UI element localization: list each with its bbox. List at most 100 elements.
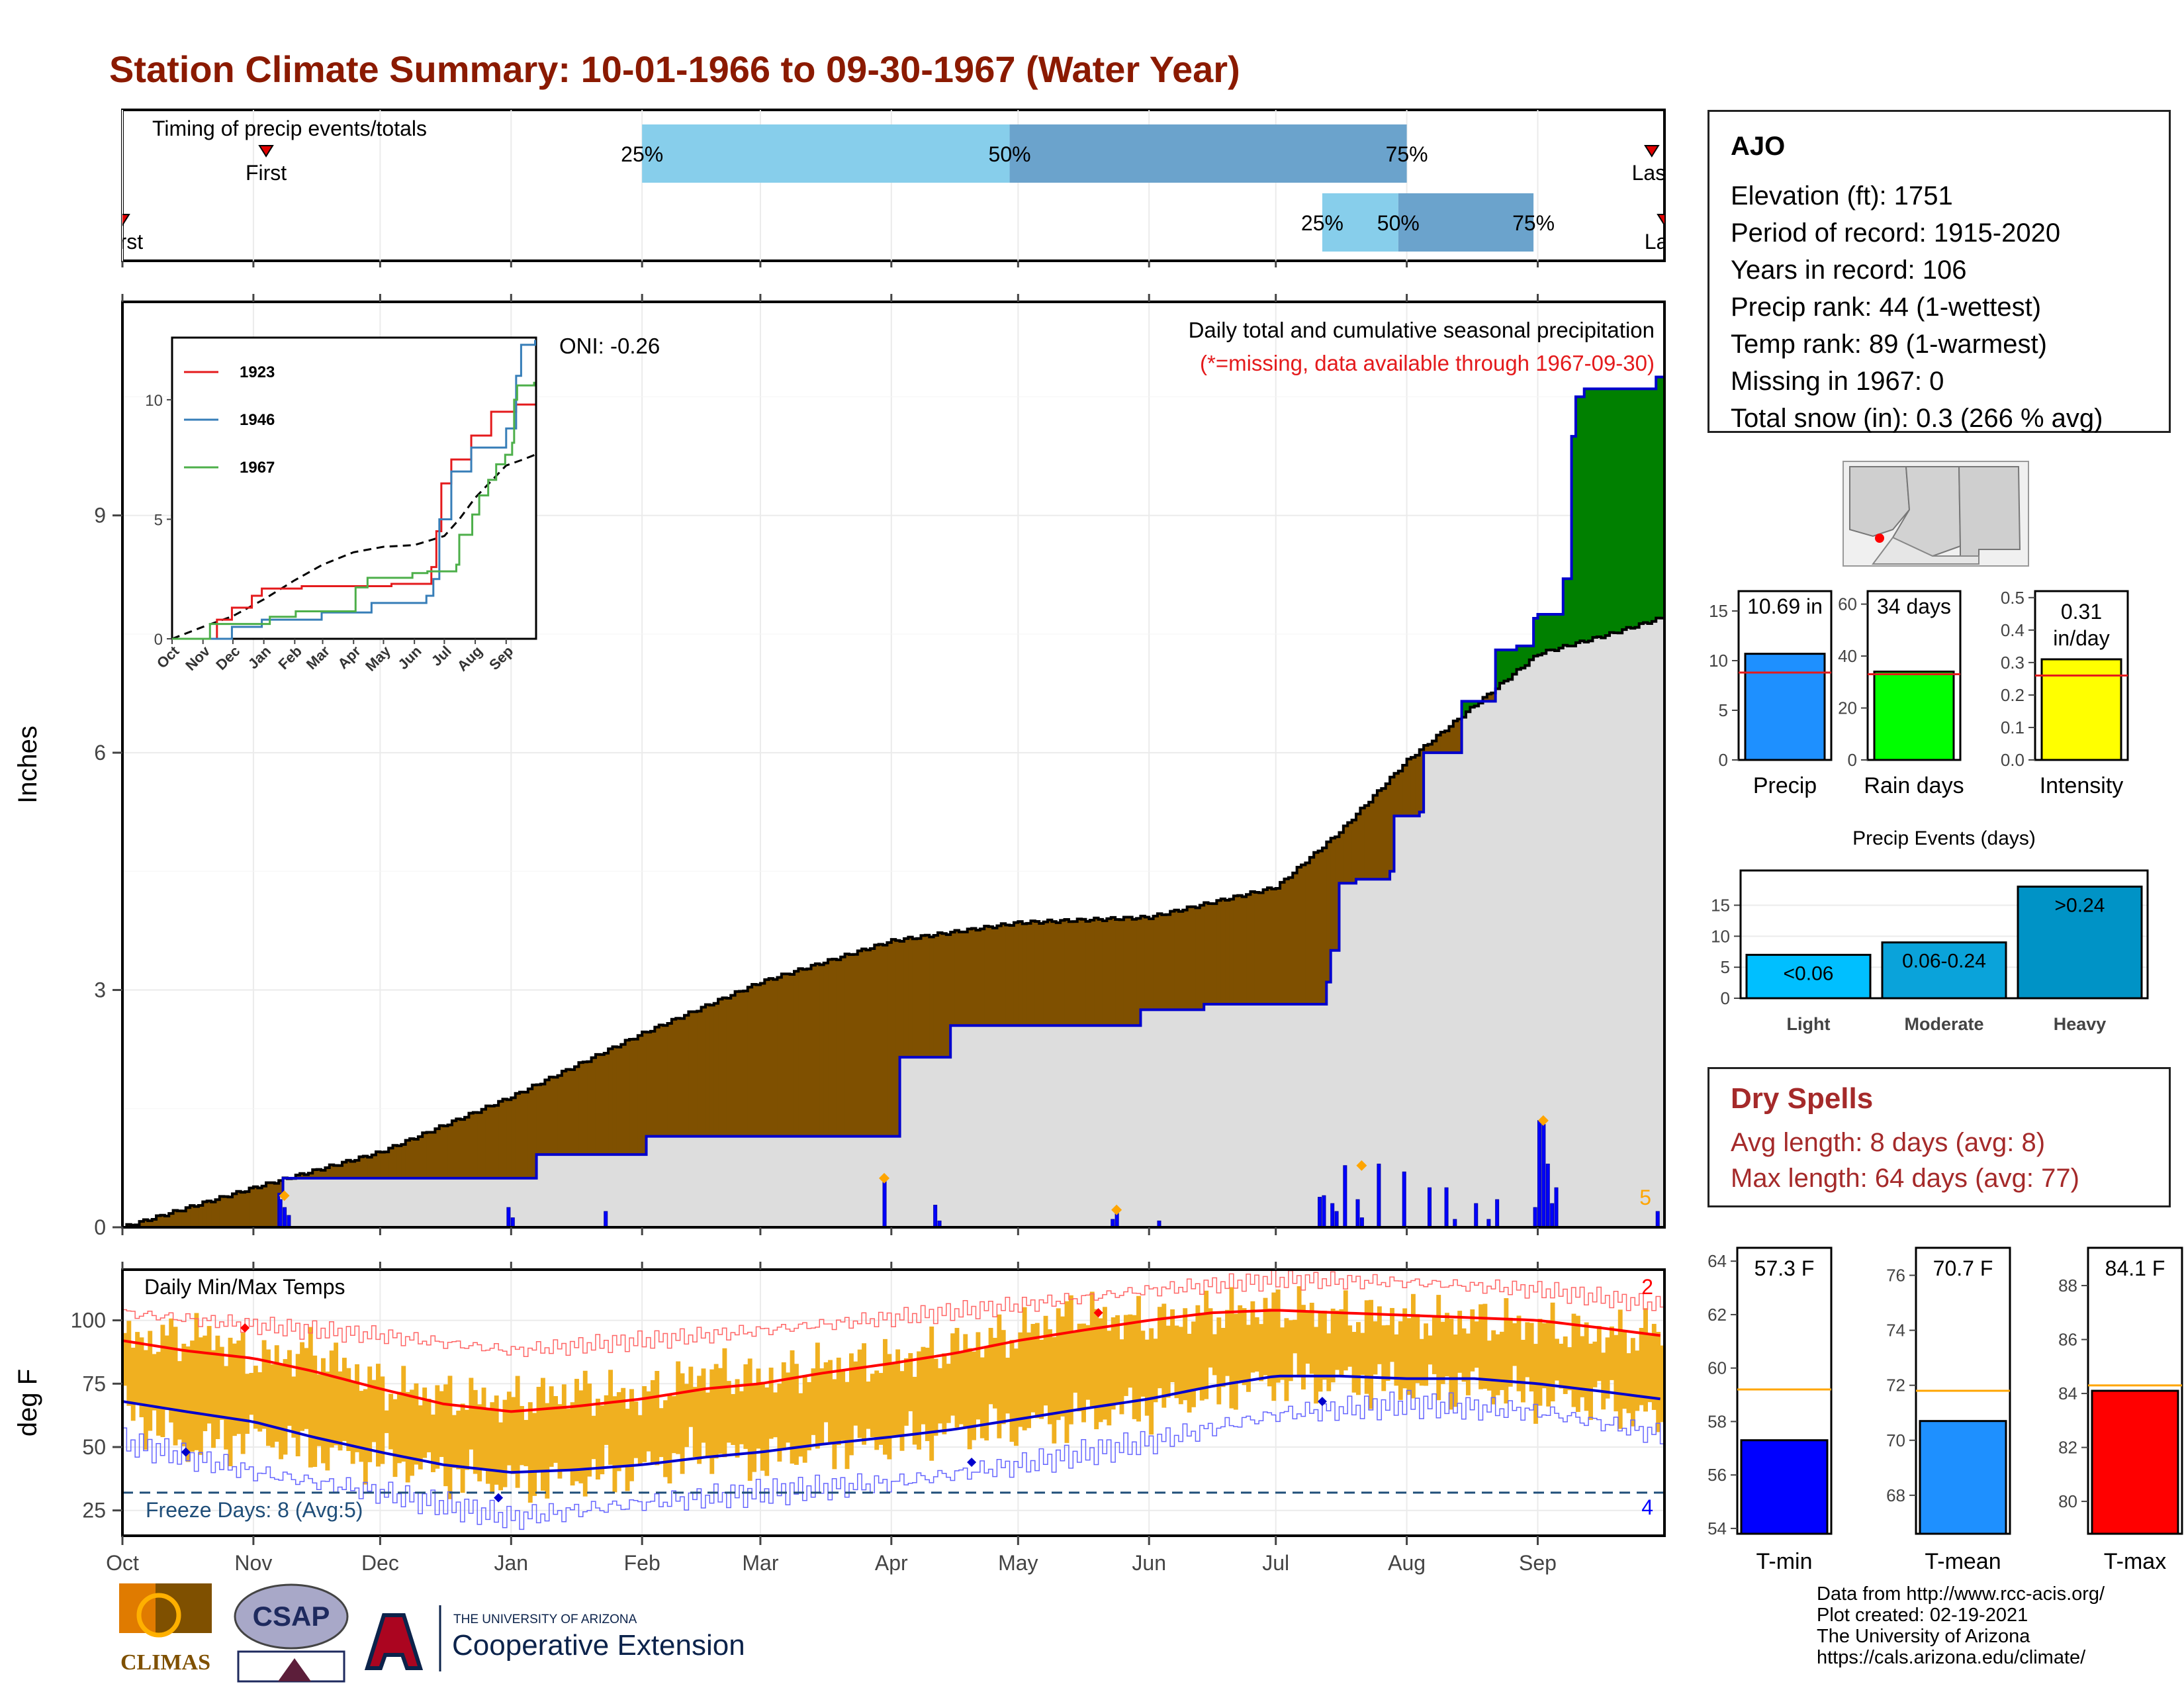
temp-mini-y-tick-label: 84 [2058,1383,2077,1403]
below-average-fill [473,1112,478,1178]
below-average-fill [1267,888,1272,1005]
daily-temp-bar [414,1383,419,1465]
below-average-fill [557,1075,563,1155]
daily-temp-bar [135,1332,140,1404]
above-average-fill [1465,701,1471,712]
temp-mini-y-tick-label: 80 [2058,1491,2077,1511]
daily-temp-bar [743,1364,749,1449]
daily-temp-bar [1056,1308,1061,1421]
below-average-fill [1123,917,1128,1026]
daily-temp-bar [308,1327,313,1468]
below-average-fill [688,1011,694,1137]
below-average-fill [1094,917,1099,1026]
daily-temp-bar [266,1349,271,1446]
below-average-fill [1085,921,1091,1026]
below-average-fill [295,1175,300,1178]
daily-temp-bar [760,1382,765,1471]
csap-logo-text: CSAP [253,1601,330,1632]
daily-temp-bar [1005,1358,1011,1414]
below-average-fill [498,1101,504,1178]
mini-y-tick-label: 20 [1838,698,1857,718]
daily-temp-bar [1626,1353,1631,1413]
below-average-fill [1398,771,1403,816]
below-average-fill [396,1145,402,1178]
mini-y-tick-label: 0.1 [2001,718,2025,737]
daily-temp-bar [722,1348,727,1458]
daily-temp-bar [984,1346,989,1441]
below-average-fill [713,1003,719,1137]
map-mexico [1872,536,1979,565]
daily-temp-bar [1018,1332,1023,1427]
daily-temp-bar [203,1335,208,1432]
daily-temp-bar [456,1411,461,1470]
below-average-fill [401,1144,406,1178]
daily-temp-bar [1284,1318,1289,1401]
credit-line: The University of Arizona [1817,1626,2030,1647]
below-average-fill [355,1160,360,1178]
below-average-fill [506,1100,512,1178]
daily-temp-bar [1111,1317,1116,1410]
timing-pct-label: 25% [1301,211,1343,235]
daily-temp-bar [608,1370,613,1465]
below-average-fill [266,1182,271,1227]
below-average-fill [515,1093,520,1178]
events-title: Precip Events (days) [1852,827,2036,849]
station-name: AJO [1731,132,1786,161]
mini-x-label: Intensity [2040,773,2124,798]
below-average-fill [777,977,782,1137]
daily-temp-bar [122,1333,127,1386]
daily-temp-bar [870,1374,875,1438]
daily-temp-bar [355,1364,359,1452]
below-average-fill [279,1180,284,1194]
daily-temp-bar [232,1343,237,1436]
daily-temp-bar [1643,1308,1648,1412]
below-average-fill [1419,749,1424,812]
daily-temp-bar [1541,1323,1547,1389]
daily-temp-bar [1525,1322,1530,1378]
daily-temp-bar [1592,1341,1598,1387]
daily-temp-bar [291,1376,296,1438]
below-average-fill [469,1113,474,1178]
daily-temp-bar [1465,1333,1471,1395]
daily-temp-bar [1220,1328,1226,1387]
below-average-fill [929,937,934,1058]
daily-temp-bar [1174,1325,1179,1399]
mini-y-tick-label: 0.5 [2001,588,2025,608]
below-average-fill [553,1077,559,1155]
month-x-tick-label: Dec [361,1551,399,1575]
below-average-fill [511,1098,516,1178]
below-average-fill [1491,692,1496,702]
daily-temp-bar [270,1364,275,1448]
temp-y-tick-label: 25 [82,1499,106,1523]
below-average-fill [359,1156,364,1178]
daily-temp-bar [160,1325,165,1437]
below-average-fill [570,1069,575,1155]
daily-temp-bar [359,1391,364,1462]
climas-logo: CLIMAS [119,1583,212,1675]
daily-temp-bar [1419,1338,1424,1386]
daily-temp-bar [1259,1324,1264,1382]
below-average-fill [1449,726,1454,753]
below-average-fill [642,1031,647,1155]
daily-temp-bar [1077,1323,1082,1412]
mini-value-bar [1744,653,1826,761]
daily-temp-bar [143,1350,148,1450]
above-average-fill [1584,389,1589,642]
daily-temp-bar [862,1343,867,1445]
below-average-fill [316,1169,322,1178]
temp-mini-y-tick-label: 74 [1886,1321,1905,1340]
daily-temp-bar [363,1389,368,1485]
below-average-fill [439,1125,444,1178]
below-average-fill [270,1182,275,1227]
daily-temp-bar [1293,1319,1298,1354]
heavy-event-marker [1356,1160,1367,1171]
below-average-fill [236,1191,242,1227]
daily-temp-bar [1263,1297,1268,1376]
below-average-fill [1347,822,1353,884]
daily-temp-bar [574,1378,579,1481]
below-average-fill [921,935,926,1058]
temp-mini-y-tick-label: 82 [2058,1438,2077,1458]
below-average-fill [883,945,888,1137]
below-average-fill [667,1023,672,1137]
